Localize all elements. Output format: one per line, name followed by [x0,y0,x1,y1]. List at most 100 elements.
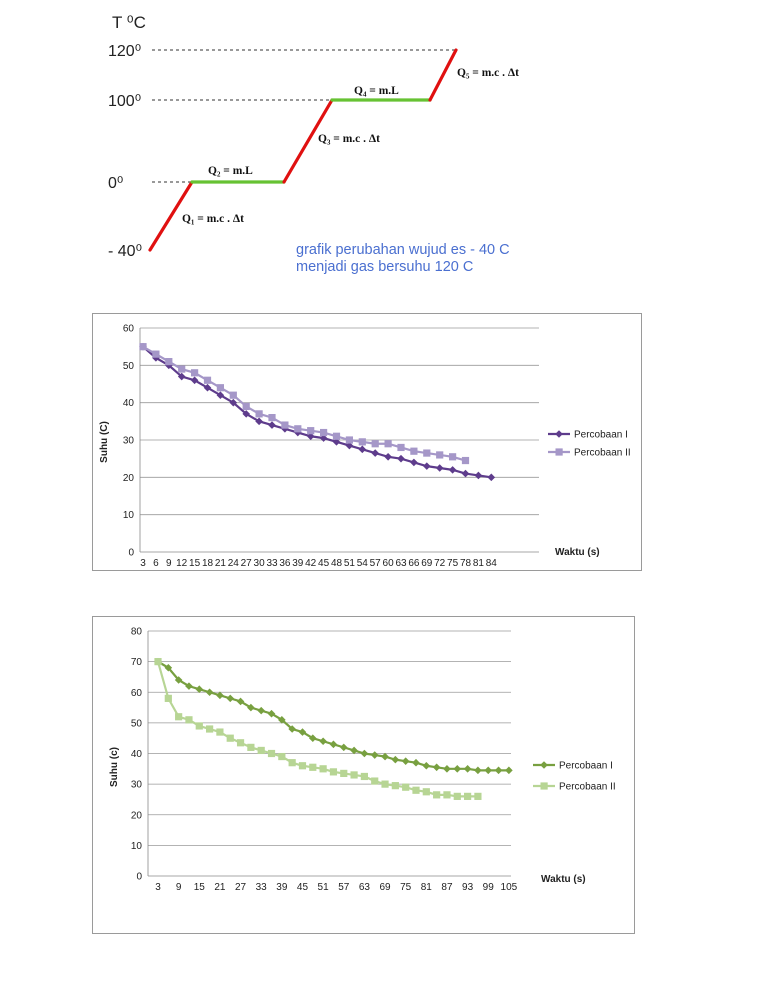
heating-segment [148,180,194,252]
series-1 [154,657,513,775]
data-point [453,765,462,773]
data-point [255,410,263,418]
data-point [391,782,399,790]
x-tick-label: 12 [176,558,188,569]
data-point [474,792,482,800]
legend: Percobaan I Percobaan II [533,761,616,793]
y-tick-label: 10 [131,841,143,852]
data-point [423,462,431,470]
data-point [463,765,472,773]
data-point [309,763,317,771]
data-point [358,445,367,454]
data-point [360,749,369,758]
series-line [142,345,466,462]
data-point [484,766,493,775]
x-tick-label: 54 [357,558,369,569]
x-tick-label: 81 [421,882,433,893]
data-point [432,763,441,772]
data-point [206,725,214,733]
data-point [247,743,255,751]
legend-label: Percobaan I [574,430,628,441]
data-point [332,432,341,440]
data-point [216,691,224,700]
data-point [268,414,276,422]
segment-label: Q₃ = m.c . Δt [318,133,380,145]
x-tick-label: 39 [276,882,288,893]
legend: Percobaan I Percobaan II [548,430,631,459]
data-point [397,443,405,452]
series-line [142,345,492,479]
segment-label: Q₅ = m.c . Δt [457,67,519,79]
data-point [242,402,250,410]
data-point [384,440,392,448]
series-2 [139,343,470,465]
y-tick-label: 0⁰ [108,175,123,192]
data-point [191,369,199,377]
heating-segment [282,98,334,184]
data-point [203,383,212,392]
data-point [226,734,234,742]
data-point [505,766,513,775]
data-point [464,792,472,800]
x-tick-label: 51 [318,882,330,893]
data-point [412,786,420,794]
data-point [229,391,237,399]
cooling-chart-1: 0 10 20 30 40 50 60 3 6 9 12 15 18 21 24 27 30 33 36 39 42 4… [92,313,642,571]
y-tick-label: 120⁰ [108,43,141,60]
phase-change-svg: T ⁰C 120⁰ 100⁰ 0⁰ - 40⁰ Q₁ = m.c . Δt Q₂ = m… [108,13,519,275]
x-tick-label: 6 [153,558,159,569]
data-point [320,428,328,437]
segment-label: Q₄ = m.L [354,85,399,97]
data-point [461,456,470,465]
x-tick-label: 63 [395,558,407,569]
data-point [494,766,503,775]
x-tick-label: 27 [241,558,253,569]
y-tick-label: 50 [123,361,135,372]
x-tick-label: 45 [297,882,309,893]
data-point [329,768,338,776]
data-point [435,464,444,472]
x-tick-label: 45 [318,558,330,569]
y-axis-label: T ⁰C [112,13,146,32]
data-point [178,365,186,373]
y-tick-label: 10 [123,510,135,521]
x-tick-label: 63 [359,882,371,893]
x-tick-label: 81 [473,558,485,569]
y-tick-label: 20 [131,810,143,821]
x-tick-label: 60 [383,558,395,569]
data-point [433,791,441,799]
data-point [350,746,358,755]
data-point [229,398,238,407]
x-tick-label: 15 [194,882,206,893]
x-tick-label: 33 [256,882,268,893]
data-point [360,772,368,781]
data-point [288,759,296,767]
data-point [306,432,315,441]
data-point [461,469,470,478]
data-point [410,458,418,467]
data-point [422,761,431,770]
legend-label: Percobaan II [574,448,631,459]
data-point [226,694,235,703]
caption-line-2: menjadi gas bersuhu 120 C [296,259,473,275]
data-point [340,769,348,778]
data-point [203,376,212,384]
y-tick-label: 0 [128,548,134,559]
x-tick-label: 39 [292,558,304,569]
x-tick-label: 93 [462,882,474,893]
data-point [281,421,289,429]
y-tick-label: 60 [123,324,135,335]
x-tick-label: 87 [441,882,453,893]
data-point [384,453,392,461]
data-point [474,766,482,775]
data-point [358,438,366,446]
data-point [195,685,204,693]
y-axis-label: Suhu (C) [99,421,110,463]
data-point [410,447,418,455]
cooling-chart-2: 0 10 20 30 40 50 60 70 80 3 9 15 21 27 33 39 45 51 57 63 69… [92,616,635,934]
legend-marker [555,430,563,438]
data-point [370,751,379,759]
x-tick-label: 84 [486,558,498,569]
data-point [329,740,338,749]
legend-marker [540,761,548,769]
